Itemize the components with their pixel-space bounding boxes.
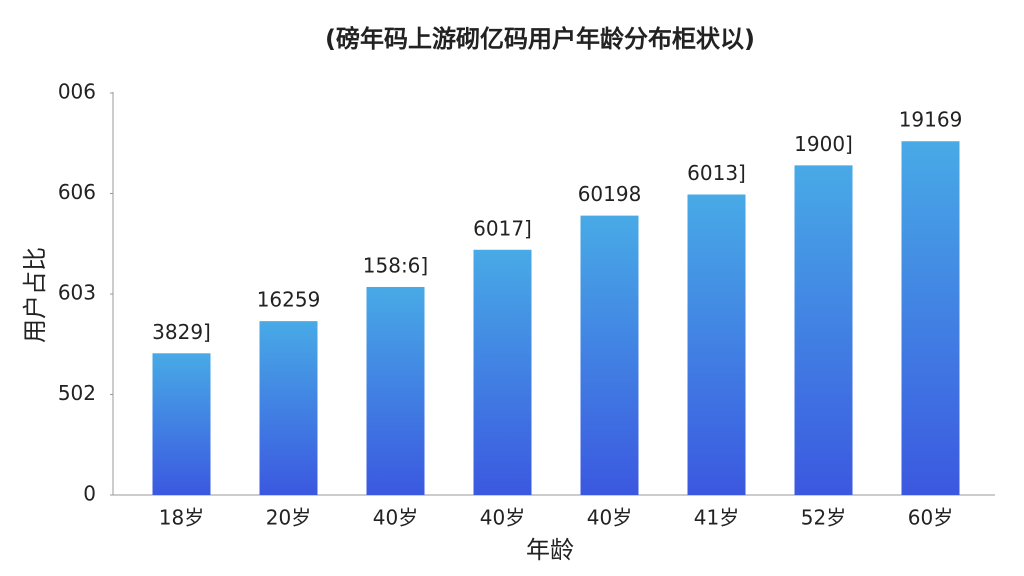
x-tick-label: 40岁 [587, 506, 632, 530]
bar [366, 286, 425, 495]
value-label: 16259 [257, 288, 321, 312]
value-label: 1900] [794, 132, 853, 156]
bar [473, 249, 532, 495]
y-tick-label: 603 [58, 281, 96, 305]
x-tick-label: 41岁 [694, 506, 739, 530]
y-tick-label: 606 [58, 180, 96, 204]
y-tick-label: 0 [83, 482, 96, 506]
value-label: 60198 [578, 182, 642, 206]
x-tick-label: 40岁 [480, 506, 525, 530]
x-axis-label: 年龄 [526, 536, 574, 564]
value-label: 6013] [687, 161, 746, 185]
x-tick-label: 40岁 [373, 506, 418, 530]
chart-title: (磅年码上游砌亿码用户年龄分布柜状以) [325, 25, 755, 53]
y-tick-label: 006 [58, 80, 96, 104]
value-label: 3829] [152, 320, 211, 344]
bar [580, 215, 639, 496]
x-tick-label: 20岁 [266, 506, 311, 530]
x-tick-label: 60岁 [908, 506, 953, 530]
bar [687, 194, 746, 495]
bar [901, 141, 960, 496]
value-label: 158:6] [363, 253, 428, 277]
value-label: 19169 [899, 108, 963, 132]
y-axis-label: 用户占比 [21, 247, 49, 343]
x-tick-label: 52岁 [801, 506, 846, 530]
bar [152, 353, 211, 495]
bar [259, 321, 318, 495]
value-label: 6017] [473, 216, 532, 240]
y-tick-label: 502 [58, 381, 96, 405]
x-tick-label: 18岁 [159, 506, 204, 530]
bar [794, 165, 853, 496]
